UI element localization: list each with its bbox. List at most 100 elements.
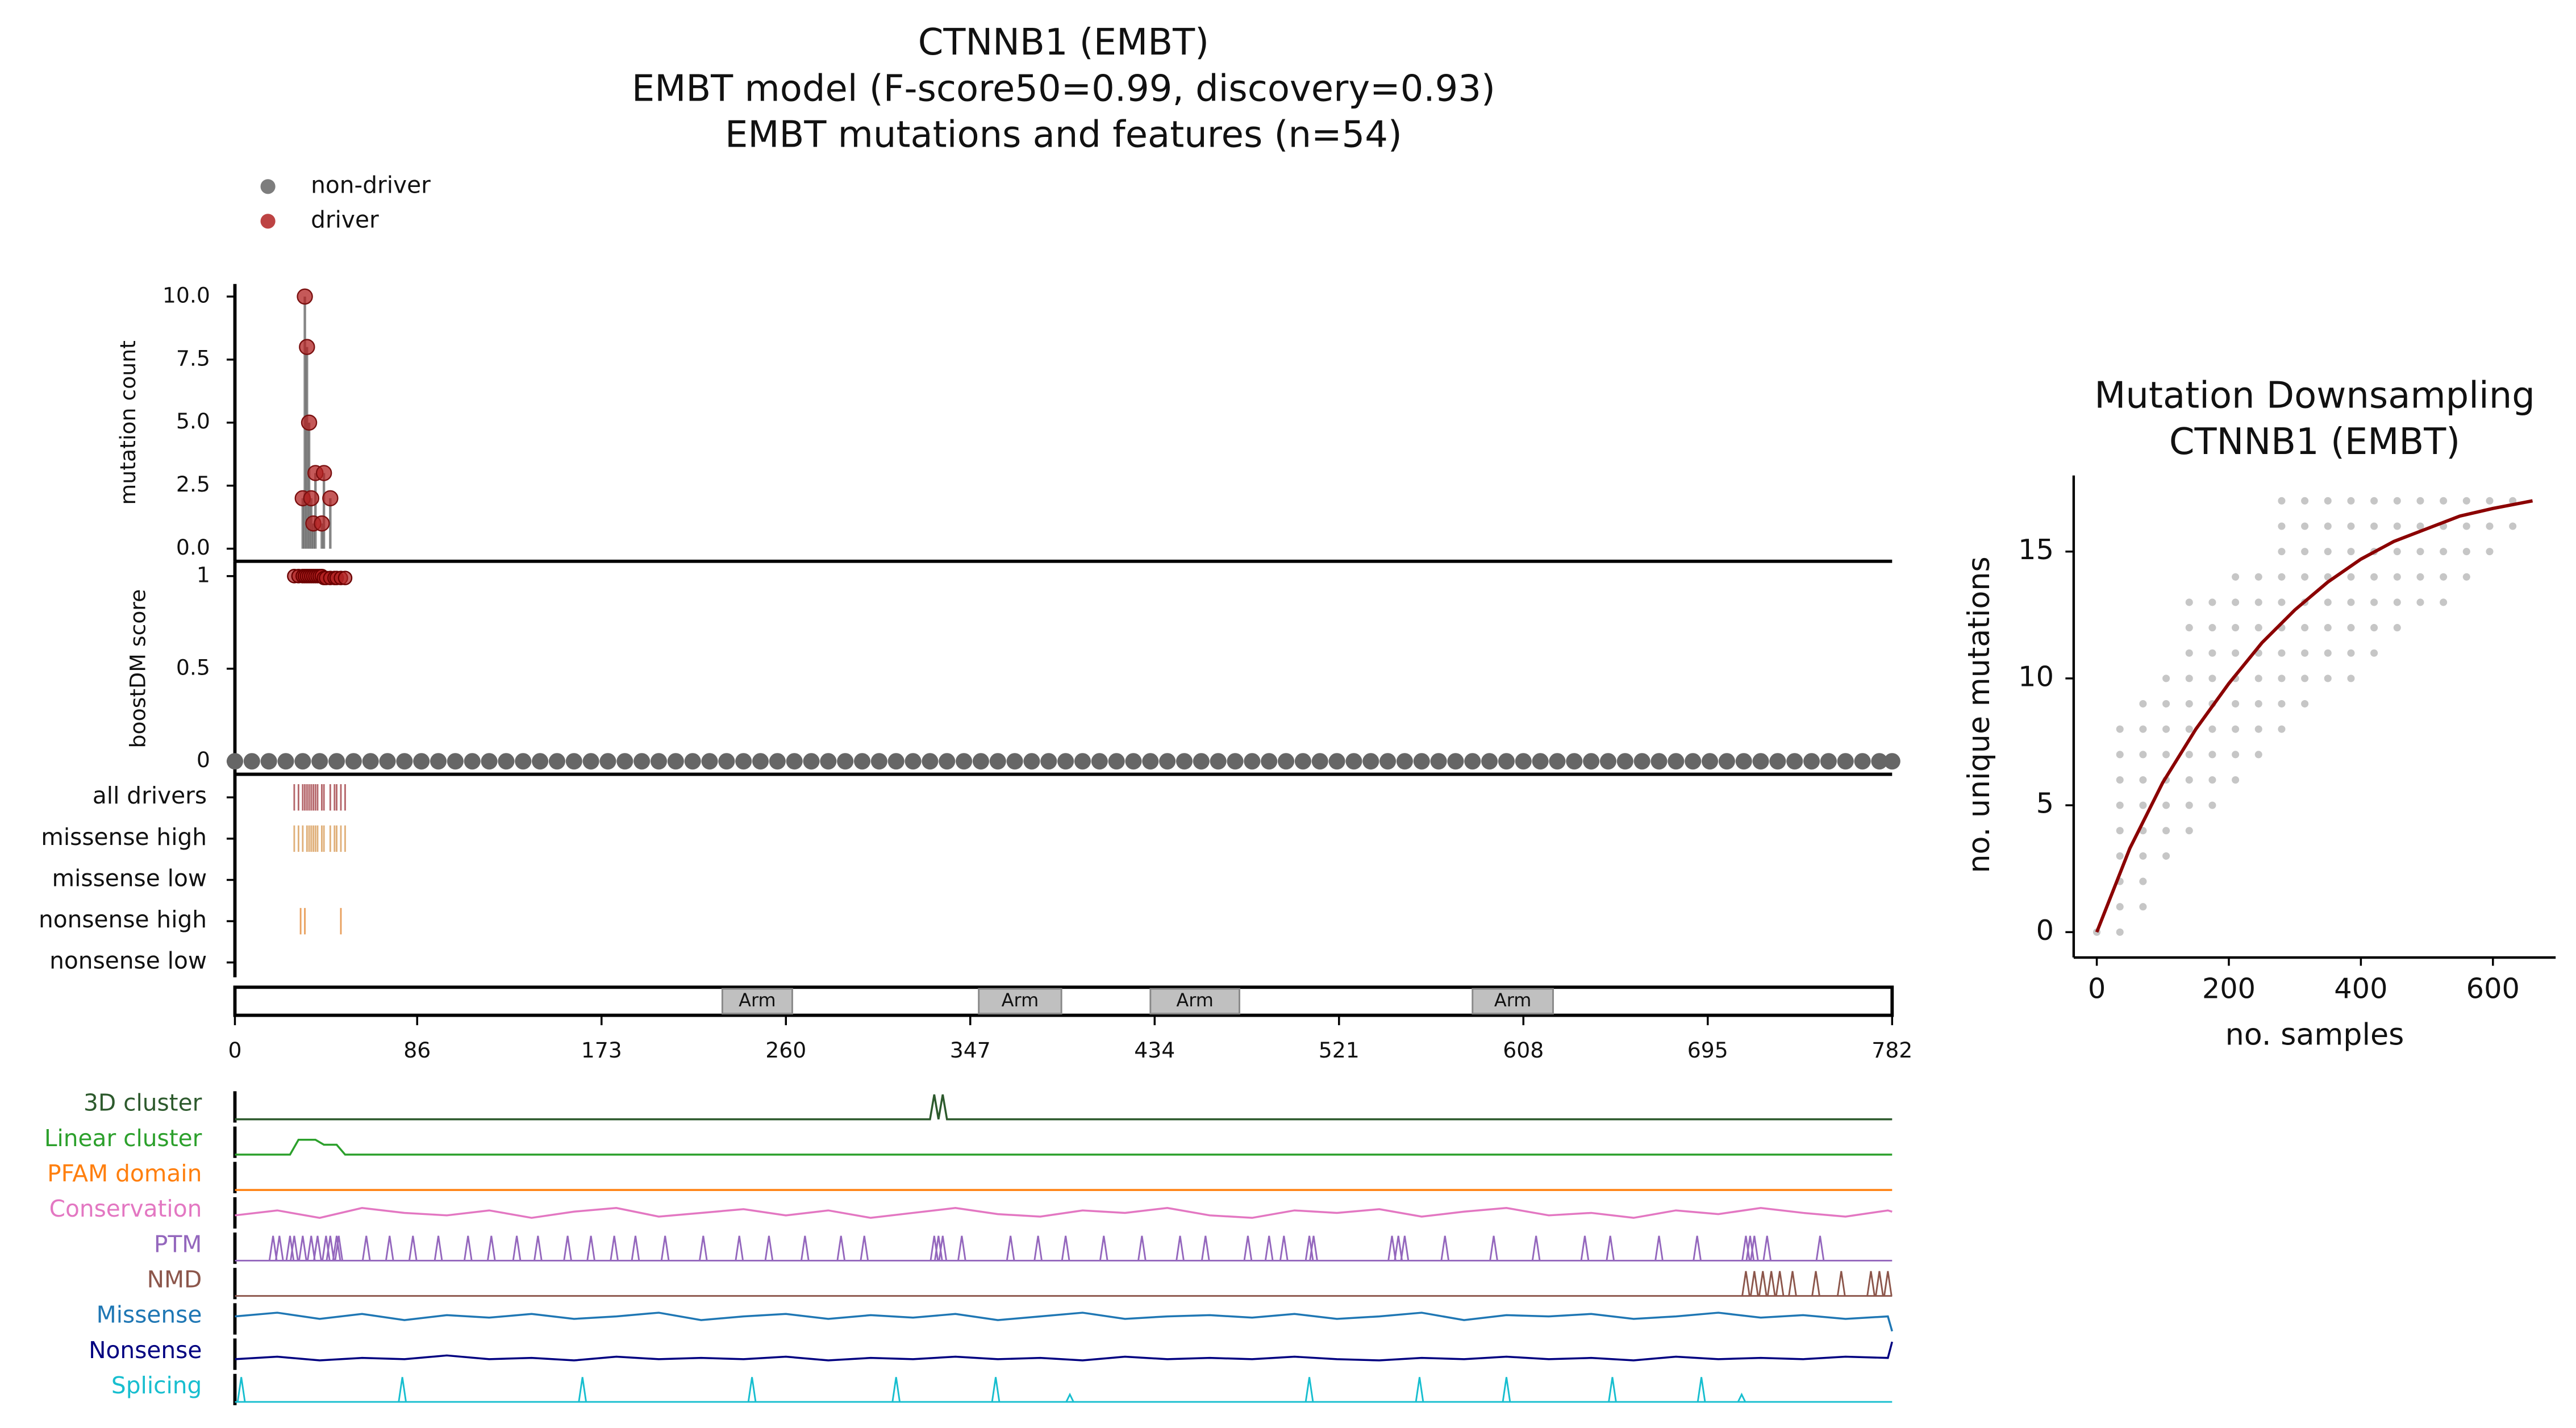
- score-point: [1125, 753, 1142, 770]
- x-axis-label: no. samples: [2225, 1017, 2404, 1052]
- feature-spike: [1502, 1377, 1511, 1402]
- feature-label: Splicing: [111, 1372, 202, 1399]
- feature-spike: [1387, 1235, 1397, 1261]
- track-label: missense low: [52, 864, 207, 892]
- score-point: [820, 753, 837, 770]
- feature-spike: [1883, 1271, 1893, 1296]
- domain: [1149, 988, 1240, 1015]
- x-tick-label: 0: [2088, 972, 2106, 1005]
- fit-curve: [2095, 499, 2533, 933]
- score-point: [1362, 753, 1379, 770]
- feature-spike: [1489, 1235, 1498, 1261]
- feature-spike: [660, 1235, 670, 1261]
- score-point: [1210, 753, 1227, 770]
- score-point: [1883, 753, 1900, 770]
- feature-spike: [1415, 1377, 1424, 1402]
- feature-spike: [1580, 1235, 1590, 1261]
- feature-spike: [433, 1235, 443, 1261]
- score-point: [1311, 753, 1328, 770]
- score-point: [769, 753, 786, 770]
- lollipop-head: [314, 515, 330, 532]
- x-tick-label: 347: [950, 1038, 991, 1063]
- x-tick-label: 200: [2202, 972, 2256, 1005]
- feature-spike: [313, 1235, 322, 1261]
- score-point: [1837, 753, 1854, 770]
- domain-frame: [233, 985, 1894, 1017]
- score-point: [956, 753, 973, 770]
- score-point: [989, 753, 1006, 770]
- feature-label: Missense: [97, 1301, 202, 1329]
- feature-spike: [1243, 1235, 1253, 1261]
- domain: [1472, 988, 1554, 1015]
- feature-spike: [1811, 1271, 1820, 1296]
- feature-spike: [1033, 1235, 1043, 1261]
- feature-spike: [274, 1235, 284, 1261]
- chart-title: CTNNB1 (EMBT): [2169, 421, 2460, 463]
- domain: [721, 988, 793, 1015]
- score-point: [226, 753, 244, 770]
- feature-line: [235, 1341, 1893, 1362]
- y-tick-label: 0: [197, 747, 210, 772]
- score-point: [1396, 753, 1413, 770]
- feature-spike: [764, 1235, 774, 1261]
- score-point: [413, 753, 430, 770]
- score-point: [1261, 753, 1278, 770]
- score-point: [532, 753, 549, 770]
- score-point: [837, 753, 854, 770]
- feature-spike: [1309, 1235, 1318, 1261]
- score-point: [1074, 753, 1091, 770]
- chart-title: EMBT model (F-score50=0.99, discovery=0.…: [632, 68, 1495, 110]
- track-label: nonsense low: [49, 947, 207, 975]
- feature-spike: [586, 1235, 595, 1261]
- feature-spike: [836, 1235, 846, 1261]
- legend-marker: [260, 214, 276, 229]
- score-point: [650, 753, 667, 770]
- x-tick-label: 782: [1871, 1038, 1912, 1063]
- feature-spike: [486, 1235, 496, 1261]
- feature-spike: [747, 1377, 757, 1402]
- x-tick-label: 86: [403, 1038, 431, 1063]
- feature-spike: [1762, 1235, 1772, 1261]
- score-point: [1498, 753, 1515, 770]
- feature-spike: [991, 1377, 1001, 1402]
- score-point: [718, 753, 735, 770]
- score-point: [854, 753, 871, 770]
- feature-spike: [334, 1235, 344, 1261]
- x-tick-label: 695: [1687, 1038, 1728, 1063]
- legend-label: driver: [311, 206, 379, 233]
- feature-spike: [512, 1235, 522, 1261]
- score-point: [277, 753, 294, 770]
- feature-spike: [698, 1235, 708, 1261]
- score-point: [481, 753, 498, 770]
- feature-label: PFAM domain: [47, 1160, 202, 1187]
- score-point: [667, 753, 684, 770]
- score-point: [396, 753, 413, 770]
- feature-spike: [1176, 1235, 1185, 1261]
- y-axis-label: mutation count: [115, 340, 140, 505]
- score-point: [1820, 753, 1837, 770]
- feature-spike: [1758, 1271, 1768, 1296]
- score-point: [1328, 753, 1345, 770]
- feature-spike: [326, 1235, 335, 1261]
- feature-spike: [533, 1235, 543, 1261]
- score-point: [582, 753, 599, 770]
- feature-spike: [1099, 1235, 1108, 1261]
- feature-spike: [332, 1235, 341, 1261]
- score-point: [1752, 753, 1769, 770]
- score-point: [1464, 753, 1481, 770]
- feature-spike: [1737, 1392, 1746, 1402]
- score-point: [243, 753, 260, 770]
- score-point: [311, 753, 328, 770]
- feature-spike: [1606, 1235, 1615, 1261]
- score-point: [515, 753, 532, 770]
- feature-spike: [398, 1377, 407, 1402]
- track-label: nonsense high: [39, 906, 207, 933]
- score-point: [1549, 753, 1566, 770]
- score-point: [294, 753, 311, 770]
- score-point: [1447, 753, 1464, 770]
- score-point: [1532, 753, 1549, 770]
- score-point: [701, 753, 718, 770]
- score-point: [972, 753, 989, 770]
- score-point: [1854, 753, 1871, 770]
- chart-title: CTNNB1 (EMBT): [918, 22, 1209, 64]
